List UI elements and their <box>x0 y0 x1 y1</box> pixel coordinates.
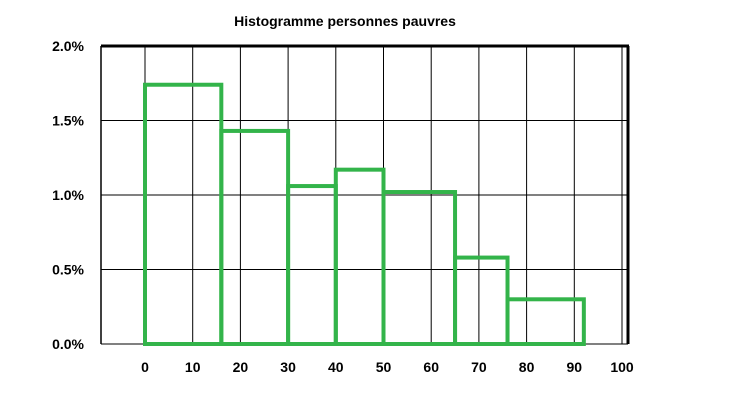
x-tick-label: 60 <box>423 359 439 375</box>
y-axis-ticks: 0.0% 0.5% 1.0% 1.5% 2.0% <box>52 38 84 352</box>
x-tick-label: 90 <box>567 359 583 375</box>
x-tick-label: 70 <box>471 359 487 375</box>
histogram-bars <box>143 82 586 347</box>
y-tick-label: 0.0% <box>52 336 84 352</box>
x-tick-label: 30 <box>280 359 296 375</box>
histogram-bar-6 <box>505 297 586 346</box>
x-tick-label: 100 <box>610 359 634 375</box>
histogram-bar-3 <box>333 167 386 346</box>
x-tick-label: 20 <box>233 359 249 375</box>
x-tick-label: 40 <box>328 359 344 375</box>
histogram-bar-4 <box>381 190 458 346</box>
histogram-bar-1 <box>219 128 291 346</box>
grid-layer <box>101 46 628 344</box>
y-tick-label: 1.5% <box>52 113 84 129</box>
x-tick-label: 0 <box>141 359 149 375</box>
histogram-bar-2 <box>286 184 338 346</box>
chart-title: Histogramme personnes pauvres <box>234 13 456 29</box>
histogram-bar-0 <box>143 82 224 347</box>
x-tick-label: 10 <box>185 359 201 375</box>
x-tick-label: 50 <box>376 359 392 375</box>
y-tick-label: 2.0% <box>52 38 84 54</box>
histogram-bar-5 <box>453 255 510 346</box>
x-tick-label: 80 <box>519 359 535 375</box>
y-tick-label: 0.5% <box>52 262 84 278</box>
x-axis-ticks: 0 10 20 30 40 50 60 70 80 90 100 <box>141 359 634 375</box>
y-tick-label: 1.0% <box>52 187 84 203</box>
